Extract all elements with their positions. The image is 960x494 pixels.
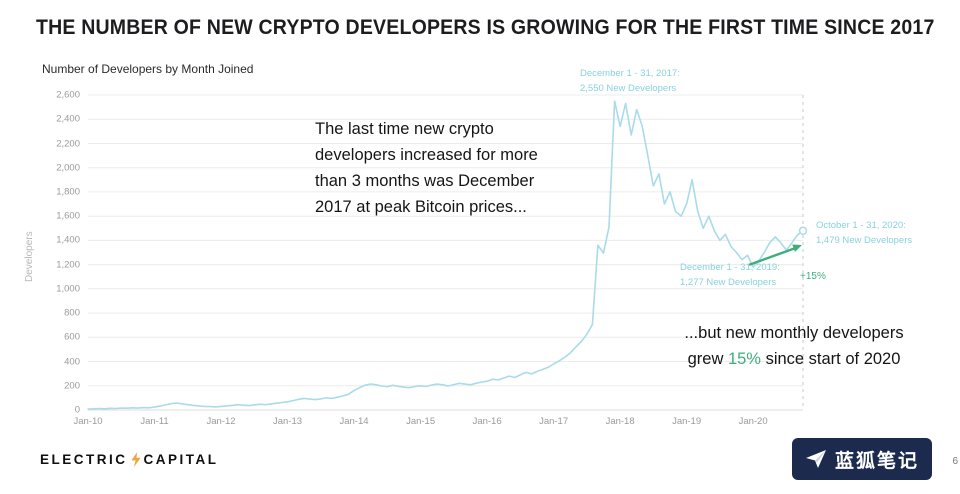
callout-growth-line1: ...but new monthly developers <box>684 324 904 342</box>
y-tick-label: 2,200 <box>56 138 80 149</box>
annotation-dec-2017-date: December 1 - 31, 2017: <box>580 68 680 79</box>
y-axis-tick-labels: 0 200 400 600 800 1,000 1,200 1,400 1,600 1,800 2,… <box>36 90 80 416</box>
growth-percentage-label: +15% <box>800 271 826 282</box>
callout-growth-percent: 15% <box>727 350 761 369</box>
developers-line-series <box>87 100 804 410</box>
annotation-dec-2019: December 1 - 31, 2019: 1,277 New Develop… <box>680 261 780 290</box>
y-tick-label: 200 <box>64 380 80 392</box>
x-tick-label: Jan-15 <box>406 416 436 427</box>
x-tick-label: Jan-18 <box>605 416 635 427</box>
electric-capital-logo: ELECTRIC CAPITAL <box>40 452 219 467</box>
watermark-text: 蓝狐笔记 <box>834 450 919 472</box>
line-chart: December 1 - 31, 2017: 2,550 New Develop… <box>87 68 912 411</box>
annotation-dec-2019-value: 1,277 New Developers <box>680 276 777 288</box>
chart-subtitle: Number of Developers by Month Joined <box>42 62 254 76</box>
growth-arrow-icon <box>748 244 802 266</box>
annotation-oct-2020-date: October 1 - 31, 2020: <box>816 220 906 231</box>
callout-peak-2017-text: The last time new crypto developers incr… <box>315 120 538 217</box>
y-tick-label: 1,600 <box>56 210 80 222</box>
x-tick-label: Jan-14 <box>339 416 369 427</box>
brand-electric: ELECTRIC <box>40 452 128 467</box>
chart-canvas <box>87 94 808 411</box>
watermark-badge: 蓝狐笔记 <box>792 438 932 480</box>
lightning-bolt-icon <box>130 452 141 467</box>
callout-growth-rest: since start of 2020 <box>760 350 901 369</box>
x-tick-label: Jan-17 <box>539 416 569 427</box>
y-tick-label: 1,800 <box>56 186 80 198</box>
y-tick-label: 2,400 <box>56 113 80 125</box>
x-tick-label: Jan-19 <box>672 416 702 427</box>
y-tick-label: 1,000 <box>56 283 80 295</box>
y-tick-label: 1,400 <box>56 234 80 246</box>
y-tick-label: 1,200 <box>56 259 80 271</box>
y-tick-label: 2,000 <box>56 162 80 174</box>
y-tick-label: 0 <box>74 404 80 416</box>
annotation-oct-2020: October 1 - 31, 2020: 1,479 New Develope… <box>816 219 912 248</box>
y-tick-label: 2,600 <box>56 89 80 101</box>
x-tick-label: Jan-12 <box>206 416 236 427</box>
annotation-dec-2019-date: December 1 - 31, 2019: <box>680 262 780 273</box>
y-tick-label: 600 <box>64 331 80 343</box>
x-tick-label: Jan-11 <box>140 416 169 427</box>
y-tick-label: 800 <box>64 307 80 319</box>
page-number: 6 <box>952 456 958 467</box>
x-tick-label: Jan-13 <box>272 416 303 427</box>
callout-growth-2020-text: ...but new monthly developers grew 15% s… <box>648 320 940 373</box>
callout-growth-grew: grew <box>687 350 728 369</box>
y-tick-label: 400 <box>64 356 80 367</box>
annotation-dec-2017-value: 2,550 New Developers <box>580 82 677 94</box>
x-axis-tick-labels: Jan-10 Jan-11 Jan-12 Jan-13 Jan-14 Jan-15 Jan-… <box>73 416 803 430</box>
x-tick-label: Jan-20 <box>738 416 768 427</box>
x-tick-label: Jan-10 <box>73 416 103 427</box>
latest-point-marker <box>798 226 808 236</box>
brand-capital: CAPITAL <box>143 452 219 467</box>
y-axis-title: Developers <box>24 231 35 282</box>
callout-growth-line2: grew 15% since start of 2020 <box>648 346 940 372</box>
annotation-oct-2020-value: 1,479 New Developers <box>816 234 913 246</box>
page-title: THE NUMBER OF NEW CRYPTO DEVELOPERS IS G… <box>36 16 935 39</box>
x-tick-label: Jan-16 <box>472 416 502 427</box>
paper-plane-icon <box>805 450 826 468</box>
annotation-dec-2017: December 1 - 31, 2017: 2,550 New Develop… <box>580 67 680 96</box>
